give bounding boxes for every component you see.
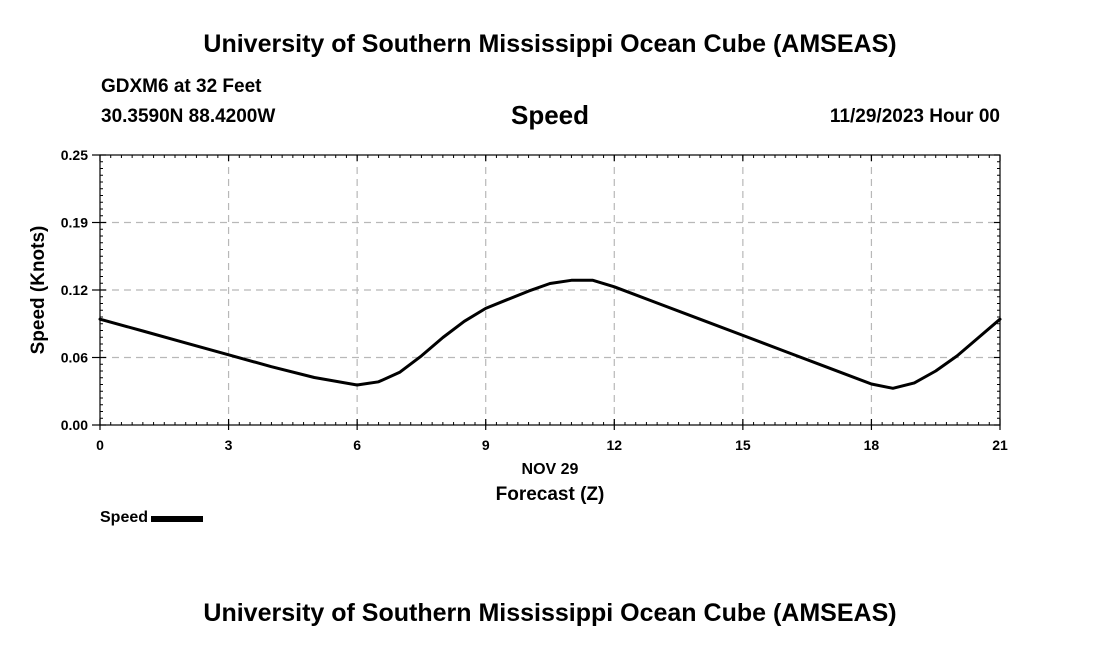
x-tick-label: 12	[606, 437, 622, 453]
chart-title: Speed	[510, 100, 590, 130]
x-tick-label: 15	[735, 437, 751, 453]
x-axis-label: Forecast (Z)	[496, 484, 605, 505]
tick-labels: 0 3 6 9 12 15 18 21 0.00 0.06 0.12 0.19 0.25	[61, 147, 1008, 453]
y-tick-label: 0.12	[61, 282, 88, 298]
speed-series-line	[98, 278, 1002, 390]
x-tick-label: 0	[96, 437, 104, 453]
y-tick-label: 0.00	[61, 417, 88, 433]
legend: Speed	[100, 509, 204, 527]
grid-lines	[100, 155, 1000, 425]
footer-title: University of Southern Mississippi Ocean…	[203, 599, 897, 627]
y-tick-label: 0.25	[61, 147, 88, 163]
x-tick-label: 18	[864, 437, 880, 453]
legend-label: Speed	[100, 509, 149, 526]
series-lines	[98, 278, 1002, 390]
x-tick-label: 3	[225, 437, 233, 453]
forecast-time: 11/29/2023 Hour 00	[829, 106, 1000, 127]
legend-swatch	[151, 516, 204, 522]
x-tick-label: 6	[353, 437, 361, 453]
station-coords: 30.3590N 88.4200W	[101, 106, 276, 127]
axis-ticks	[92, 154, 1001, 430]
y-axis-label: Speed (Knots)	[28, 226, 49, 355]
x-date-label: NOV 29	[522, 461, 579, 478]
x-tick-label: 21	[992, 437, 1008, 453]
y-tick-label: 0.06	[61, 350, 88, 366]
station-name: GDXM6 at 32 Feet	[101, 76, 262, 97]
x-tick-label: 9	[482, 437, 490, 453]
y-tick-label: 0.19	[61, 215, 88, 231]
header-title: University of Southern Mississippi Ocean…	[203, 30, 897, 58]
